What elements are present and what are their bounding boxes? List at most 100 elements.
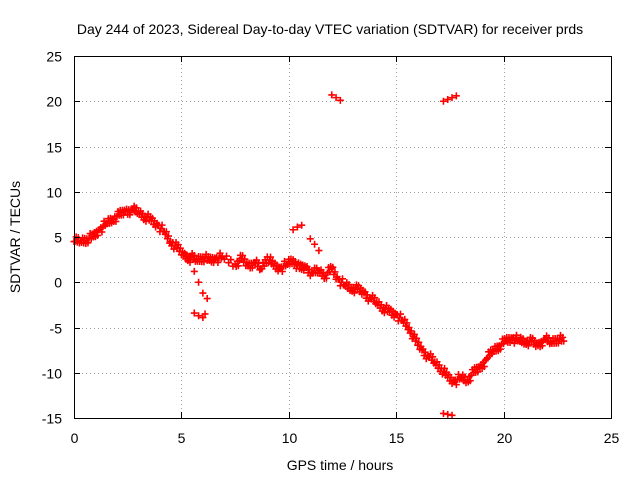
y-tick-label: 0 [54,275,62,291]
data-point [339,275,346,283]
data-point [195,312,203,320]
y-tick-label: -10 [42,366,62,382]
data-point [415,338,423,346]
data-point [441,364,449,372]
y-tick-label: 15 [46,140,62,156]
data-point [396,310,404,318]
data-point [165,232,173,240]
data-point [444,95,452,103]
data-point [94,231,102,239]
data-point [328,265,336,273]
data-point [474,368,482,376]
data-point [336,96,344,104]
x-tick-label: 10 [282,430,298,446]
data-point [190,251,198,259]
data-point [315,247,323,255]
data-point [328,91,336,99]
x-tick-label: 0 [71,430,79,446]
data-point [444,410,452,418]
data-point [429,353,437,361]
data-point [267,253,275,261]
data-point [332,94,340,102]
data-point [112,217,120,225]
data-point [524,342,532,350]
data-point [403,319,411,327]
data-point [466,377,474,385]
data-point [439,409,447,417]
data-point [214,258,222,266]
data-point [298,221,306,229]
data-point [331,268,339,276]
series-0 [70,202,568,389]
data-point [329,263,337,271]
y-tick-label: 10 [46,185,62,201]
data-point [480,363,488,371]
data-point [496,345,504,353]
data-point [293,223,301,231]
data-point [199,314,207,322]
data-point [227,256,235,264]
data-point [132,204,140,212]
y-axis-ticks: -15 -10 -5 0 5 10 15 20 25 [42,49,611,427]
data-point [190,267,198,275]
y-tick-label: 20 [46,94,62,110]
x-tick-label: 20 [497,430,513,446]
data-point [84,239,92,247]
data-point [234,262,242,270]
data-point [350,289,358,297]
data-points [70,91,568,419]
data-point [186,258,194,266]
data-point [448,94,456,102]
data-point [482,355,490,363]
series-2 [289,91,460,419]
data-point [306,235,314,243]
y-axis-label: SDTVAR / TECUs [7,181,23,293]
data-point [201,310,209,318]
data-point [126,211,134,219]
data-point [195,278,203,286]
x-axis-label: GPS time / hours [287,457,394,473]
data-point [559,333,567,341]
data-point [217,254,225,262]
data-point [162,228,170,236]
data-point [199,289,207,297]
x-axis-ticks: 0 5 10 15 20 25 [71,56,620,446]
data-point [452,381,460,389]
data-point [512,331,520,339]
data-point [182,253,190,261]
x-tick-label: 15 [389,430,405,446]
data-point [289,226,297,234]
chart-title: Day 244 of 2023, Sidereal Day-to-day VTE… [77,21,583,37]
data-point [439,97,447,105]
data-point [216,249,224,257]
y-tick-label: -5 [50,321,63,337]
series-1 [182,253,211,322]
data-point [448,411,456,419]
data-point [371,294,379,302]
data-point [200,258,208,266]
data-point [278,268,286,276]
data-point [452,92,460,100]
data-point [322,274,330,282]
data-point [538,342,546,350]
y-tick-label: 25 [46,49,62,65]
data-point [560,337,568,345]
data-point [158,221,166,229]
data-point [170,245,178,253]
data-point [407,327,415,335]
data-point [291,258,299,266]
data-point [410,330,418,338]
grid [74,56,611,418]
data-point [248,264,256,272]
data-point [413,334,421,342]
y-tick-label: 5 [54,230,62,246]
x-tick-label: 25 [604,430,620,446]
data-point [203,295,211,303]
y-tick-label: -15 [42,411,62,427]
data-point [98,228,106,236]
data-point [190,309,198,317]
x-tick-label: 5 [178,430,186,446]
data-point [223,252,231,260]
data-point [311,240,319,248]
